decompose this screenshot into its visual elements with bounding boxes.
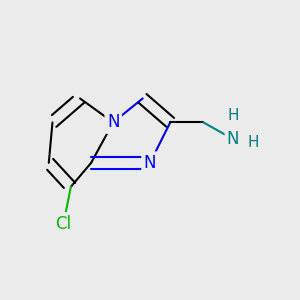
Text: H: H	[227, 107, 238, 122]
Text: N: N	[144, 154, 156, 172]
Text: H: H	[247, 135, 259, 150]
Text: Cl: Cl	[56, 214, 72, 232]
Text: N: N	[107, 113, 119, 131]
Text: N: N	[226, 130, 239, 148]
